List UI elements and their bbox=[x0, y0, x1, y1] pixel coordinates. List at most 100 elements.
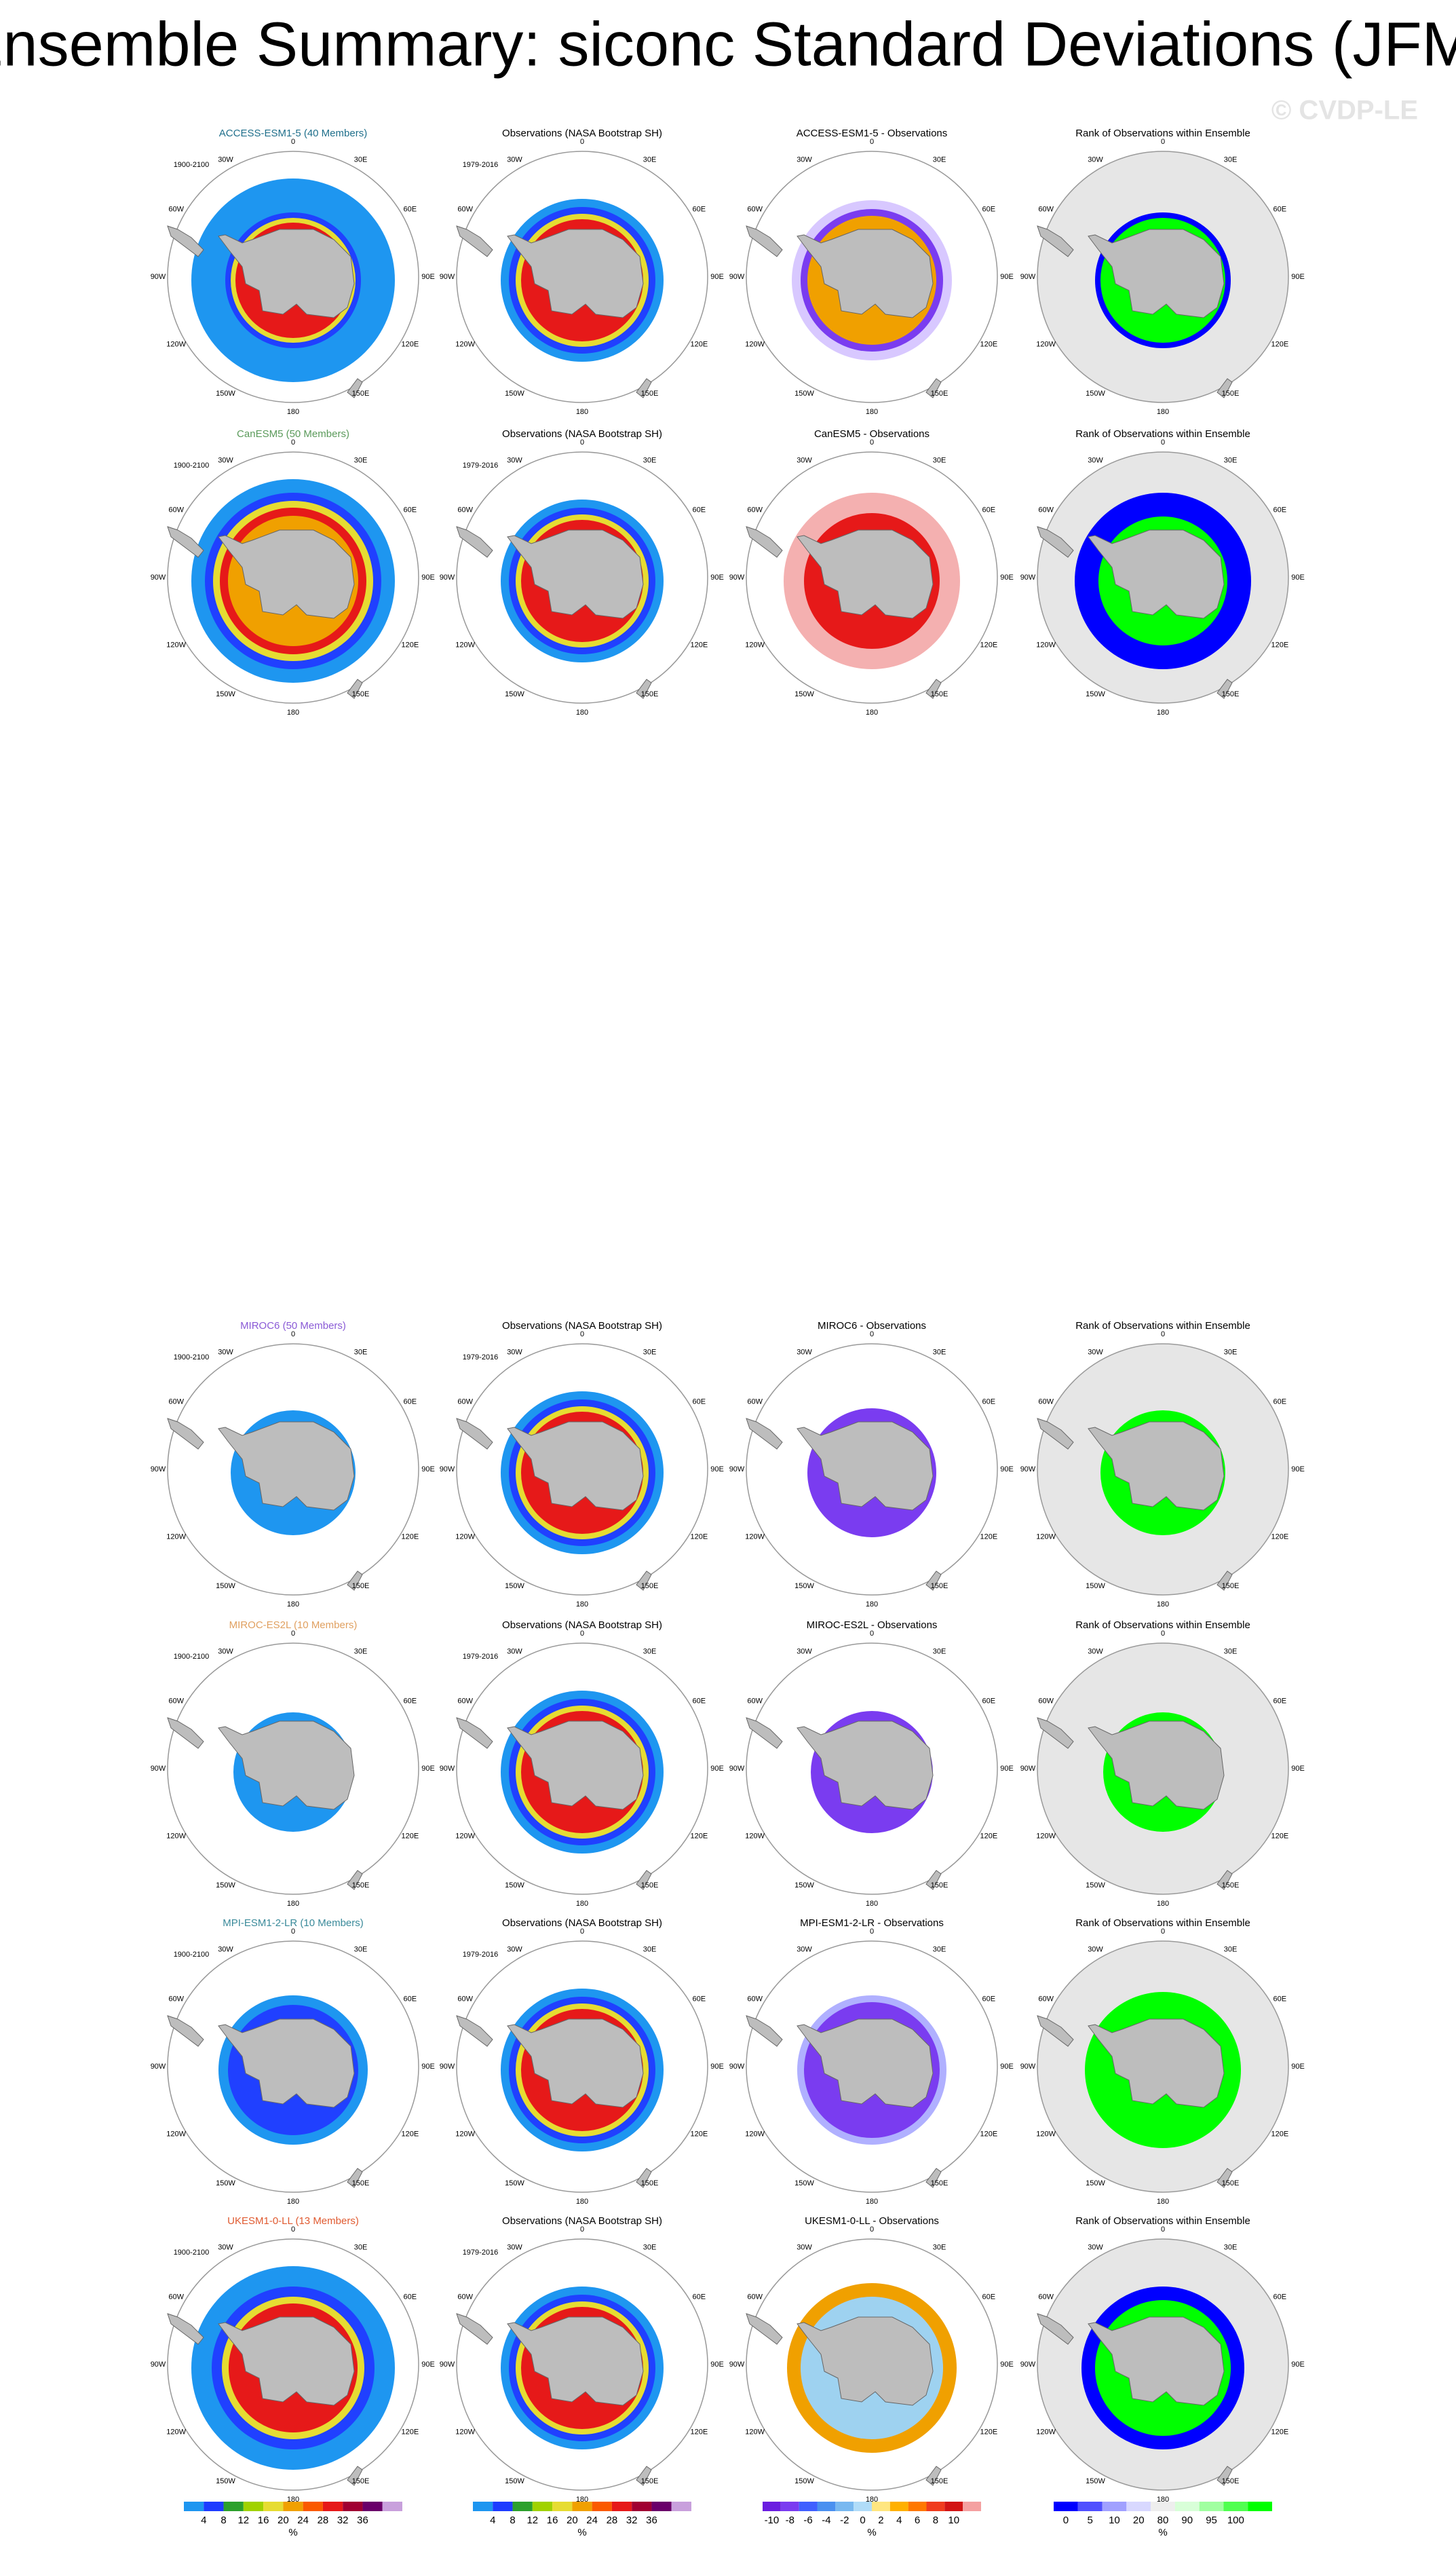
colorbar-tick-label: 32 bbox=[337, 2515, 349, 2526]
new-zealand bbox=[1216, 2168, 1233, 2188]
longitude-label: 30W bbox=[797, 457, 812, 465]
longitude-label: 30W bbox=[797, 2244, 812, 2252]
south-america bbox=[456, 225, 493, 257]
south-america bbox=[456, 2015, 493, 2047]
longitude-label: 0 bbox=[291, 2225, 295, 2234]
longitude-label: 0 bbox=[291, 138, 295, 146]
colorbar-box bbox=[1102, 2502, 1127, 2511]
south-america bbox=[167, 526, 204, 558]
longitude-label: 120E bbox=[1271, 641, 1288, 649]
longitude-label: 120W bbox=[166, 2130, 186, 2138]
new-zealand bbox=[1216, 1870, 1233, 1890]
longitude-label: 60W bbox=[457, 1397, 473, 1406]
longitude-label: 30W bbox=[218, 1648, 233, 1656]
period-label: 1900-2100 bbox=[174, 462, 210, 470]
longitude-label: 60E bbox=[1273, 2293, 1287, 2301]
longitude-label: 120W bbox=[166, 1532, 186, 1541]
longitude-label: 60E bbox=[1273, 205, 1287, 213]
colorbar-tick-label: -4 bbox=[822, 2515, 830, 2526]
longitude-label: 60E bbox=[1273, 506, 1287, 514]
longitude-label: 120W bbox=[455, 2428, 475, 2436]
longitude-label: 30W bbox=[797, 156, 812, 164]
period-label: 1900-2100 bbox=[174, 2249, 210, 2257]
antarctica bbox=[507, 2316, 644, 2406]
panel-title: Rank of Observations within Ensemble bbox=[1075, 1320, 1250, 1332]
colorbar-box bbox=[473, 2502, 493, 2511]
south-america bbox=[746, 225, 783, 257]
colorbar-box bbox=[632, 2502, 652, 2511]
longitude-label: 60W bbox=[457, 2293, 473, 2301]
longitude-label: 60W bbox=[747, 205, 763, 213]
longitude-label: 30E bbox=[354, 1349, 368, 1357]
longitude-label: 60W bbox=[168, 1995, 184, 2003]
colorbar-tick-label: 20 bbox=[277, 2515, 289, 2526]
longitude-label: 150E bbox=[931, 1582, 949, 1590]
colorbar-tick-label: 36 bbox=[646, 2515, 657, 2526]
panel-title: MPI-ESM1-2-LR (10 Members) bbox=[223, 1917, 364, 1929]
longitude-label: 90E bbox=[710, 573, 724, 582]
longitude-label: 30E bbox=[933, 1946, 946, 1954]
panel-title: ACCESS-ESM1-5 (40 Members) bbox=[219, 128, 367, 139]
longitude-label: 60E bbox=[693, 205, 706, 213]
antarctica bbox=[1088, 229, 1225, 318]
longitude-label: 120W bbox=[455, 340, 475, 348]
longitude-label: 0 bbox=[580, 138, 584, 146]
longitude-label: 0 bbox=[1161, 438, 1165, 447]
panel-title: UKESM1-0-LL (13 Members) bbox=[227, 2215, 359, 2227]
antarctica bbox=[797, 2018, 934, 2108]
panel-title: MIROC-ES2L (10 Members) bbox=[229, 1619, 358, 1631]
longitude-label: 120E bbox=[401, 2130, 419, 2138]
longitude-label: 150E bbox=[1222, 2477, 1240, 2485]
longitude-label: 30E bbox=[354, 156, 368, 164]
colorbar-box bbox=[763, 2502, 781, 2511]
longitude-label: 90E bbox=[710, 1765, 724, 1773]
south-america bbox=[1037, 1717, 1074, 1749]
longitude-label: 60E bbox=[404, 1697, 417, 1705]
longitude-label: 180 bbox=[1157, 1900, 1169, 1908]
longitude-label: 180 bbox=[1157, 709, 1169, 717]
longitude-label: 90E bbox=[421, 273, 435, 281]
longitude-label: 60E bbox=[982, 205, 996, 213]
longitude-label: 0 bbox=[870, 438, 874, 447]
longitude-label: 120E bbox=[690, 2428, 708, 2436]
longitude-label: 150E bbox=[931, 690, 949, 698]
antarctica bbox=[797, 2316, 934, 2406]
colorbar-box bbox=[263, 2502, 284, 2511]
longitude-label: 180 bbox=[287, 408, 299, 416]
longitude-label: 90E bbox=[421, 1465, 435, 1473]
colorbar-box bbox=[184, 2502, 204, 2511]
longitude-label: 120E bbox=[401, 340, 419, 348]
colorbar-box bbox=[512, 2502, 533, 2511]
panel-title: Rank of Observations within Ensemble bbox=[1075, 428, 1250, 440]
antarctica bbox=[797, 1421, 934, 1511]
south-america bbox=[746, 526, 783, 558]
longitude-label: 60W bbox=[457, 1995, 473, 2003]
colorbar-box bbox=[204, 2502, 224, 2511]
colorbar-tick-label: 28 bbox=[318, 2515, 329, 2526]
new-zealand bbox=[925, 2168, 942, 2188]
colorbar-tick-label: -6 bbox=[803, 2515, 812, 2526]
longitude-label: 30W bbox=[218, 457, 233, 465]
longitude-label: 150E bbox=[352, 2477, 370, 2485]
longitude-label: 120W bbox=[745, 2428, 765, 2436]
longitude-label: 90W bbox=[1020, 273, 1036, 281]
longitude-label: 60E bbox=[404, 1397, 417, 1406]
longitude-label: 60E bbox=[982, 506, 996, 514]
longitude-label: 30W bbox=[218, 156, 233, 164]
south-america bbox=[746, 2313, 783, 2345]
colorbar-tick-label: 80 bbox=[1157, 2515, 1169, 2526]
longitude-label: 90W bbox=[729, 2063, 745, 2071]
longitude-label: 30W bbox=[1088, 2244, 1103, 2252]
longitude-label: 30W bbox=[507, 1349, 522, 1357]
longitude-label: 90E bbox=[1000, 2063, 1014, 2071]
longitude-label: 90W bbox=[1020, 1765, 1036, 1773]
south-america bbox=[456, 2313, 493, 2345]
longitude-label: 0 bbox=[580, 1927, 584, 1936]
longitude-label: 60E bbox=[1273, 1995, 1287, 2003]
colorbar-box bbox=[283, 2502, 303, 2511]
panel-title: Observations (NASA Bootstrap SH) bbox=[502, 1320, 662, 1332]
longitude-label: 30E bbox=[354, 457, 368, 465]
longitude-label: 150E bbox=[641, 1582, 659, 1590]
colorbar-tick-label: 0 bbox=[860, 2515, 865, 2526]
longitude-label: 30E bbox=[643, 156, 657, 164]
